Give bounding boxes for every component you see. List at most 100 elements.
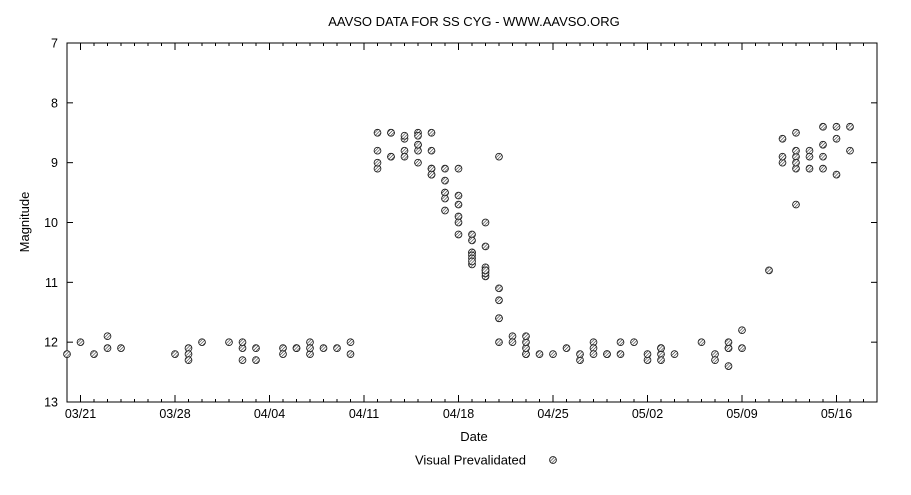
data-point [414, 158, 422, 167]
data-point [481, 242, 490, 251]
y-tick-label: 7 [51, 37, 58, 51]
data-point [387, 128, 395, 137]
data-point [76, 338, 85, 347]
y-tick-label: 10 [44, 216, 58, 230]
y-tick-label: 12 [44, 336, 58, 350]
data-point [387, 152, 395, 161]
data-point [522, 332, 530, 341]
y-tick-label: 11 [45, 276, 58, 290]
data-point [643, 350, 652, 358]
data-point [427, 146, 436, 155]
data-point [373, 158, 382, 167]
data-point [279, 350, 287, 358]
data-points [63, 122, 854, 370]
data-point [616, 350, 625, 358]
data-point [495, 314, 503, 323]
data-point [832, 134, 841, 143]
data-point [238, 338, 247, 347]
data-point [508, 338, 517, 347]
x-tick-label: 04/04 [254, 407, 285, 421]
data-point [724, 362, 733, 370]
data-point [589, 350, 598, 358]
data-point [441, 164, 449, 173]
x-axis: 03/21 03/28 04/04 04/11 04/18 04/25 05/02 05/09… [65, 43, 878, 421]
data-point [846, 122, 854, 131]
data-point [819, 152, 827, 161]
data-point [549, 350, 557, 358]
data-point [697, 338, 706, 347]
data-point [819, 140, 827, 149]
data-point [603, 350, 611, 358]
x-tick-label: 05/09 [726, 407, 757, 421]
data-point [711, 356, 719, 364]
y-tick-label: 9 [51, 156, 58, 170]
data-point [238, 356, 247, 364]
data-point [427, 128, 436, 137]
data-point [63, 350, 71, 358]
x-tick-label: 04/18 [443, 407, 474, 421]
data-point [616, 338, 625, 347]
data-point [90, 350, 98, 358]
data-point [792, 200, 800, 209]
data-point [414, 131, 422, 140]
data-point [454, 230, 463, 239]
data-point [103, 332, 112, 341]
data-point [171, 350, 179, 358]
data-point [333, 344, 341, 353]
data-point [495, 296, 503, 305]
data-point [427, 170, 436, 179]
legend-marker [549, 456, 557, 464]
y-tick-label: 8 [51, 96, 58, 110]
data-point [103, 344, 112, 353]
data-point [724, 338, 733, 347]
x-tick-label: 03/21 [65, 407, 96, 421]
legend-label: Visual Prevalidated [415, 453, 526, 468]
data-point [657, 344, 665, 353]
data-point [630, 338, 638, 347]
data-point [576, 350, 584, 358]
data-point [481, 266, 490, 275]
data-point [495, 284, 503, 293]
x-tick-label: 05/02 [632, 407, 663, 421]
data-point [468, 236, 476, 245]
data-point [765, 266, 773, 275]
data-point [414, 140, 422, 149]
data-point [441, 206, 449, 215]
x-tick-label: 03/28 [159, 407, 190, 421]
data-point [846, 146, 854, 155]
data-point [805, 164, 814, 173]
x-tick-label: 04/25 [537, 407, 568, 421]
y-axis: 7 8 9 10 11 12 13 [44, 37, 877, 410]
data-point [198, 338, 206, 347]
data-point [738, 344, 746, 353]
x-tick-label: 04/11 [349, 407, 379, 421]
data-point [441, 194, 449, 203]
data-point [819, 122, 827, 131]
data-point [454, 200, 463, 209]
chart-title: AAVSO DATA FOR SS CYG - WWW.AAVSO.ORG [328, 14, 620, 29]
data-point [495, 152, 503, 161]
data-point [778, 134, 787, 143]
data-point [400, 131, 409, 140]
data-point [319, 344, 328, 353]
data-point [832, 170, 841, 179]
data-point [346, 350, 355, 358]
data-point [441, 176, 449, 185]
data-point [454, 218, 463, 227]
data-point [346, 338, 355, 347]
data-point [292, 344, 301, 353]
legend: Visual Prevalidated [415, 453, 557, 468]
data-point [373, 146, 382, 155]
data-point [738, 326, 746, 335]
data-point [454, 191, 463, 200]
data-point [792, 146, 800, 155]
data-point [805, 152, 814, 161]
data-point [225, 338, 233, 347]
data-point [481, 218, 490, 227]
data-point [400, 152, 409, 161]
data-point [778, 152, 787, 161]
y-tick-label: 13 [44, 396, 58, 410]
data-point [252, 356, 260, 364]
